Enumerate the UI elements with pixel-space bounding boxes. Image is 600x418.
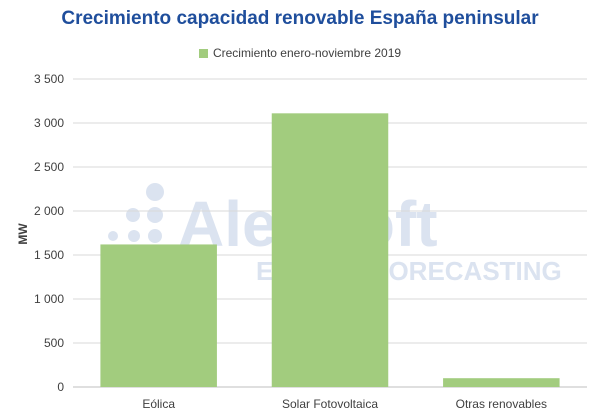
y-tick-label: 500: [44, 336, 64, 350]
x-tick-label: Eólica: [142, 397, 175, 411]
legend-label: Crecimiento enero-noviembre 2019: [212, 46, 402, 60]
y-axis: 0 500 1 000 1 500 2 000 2 500 3 000 3 500: [34, 72, 64, 394]
x-axis: Eólica Solar Fotovoltaica Otras renovables: [142, 397, 547, 411]
y-tick-label: 3 000: [34, 116, 64, 130]
y-tick-label: 0: [57, 380, 64, 394]
chart-title: Crecimiento capacidad renovable España p…: [61, 8, 539, 29]
bar: [271, 113, 389, 387]
bar: [443, 378, 560, 387]
y-tick-label: 3 500: [34, 72, 64, 86]
x-tick-label: Otras renovables: [456, 397, 547, 411]
y-axis-label: MW: [16, 223, 30, 245]
x-tick-label: Solar Fotovoltaica: [282, 397, 378, 411]
legend: Crecimiento enero-noviembre 2019: [0, 46, 600, 60]
y-tick-label: 1 000: [34, 292, 64, 306]
y-tick-label: 2 000: [34, 204, 64, 218]
legend-swatch: [198, 49, 208, 58]
bar: [100, 244, 217, 387]
y-tick-label: 2 500: [34, 160, 64, 174]
bars: [100, 113, 560, 387]
y-tick-label: 1 500: [34, 248, 64, 262]
